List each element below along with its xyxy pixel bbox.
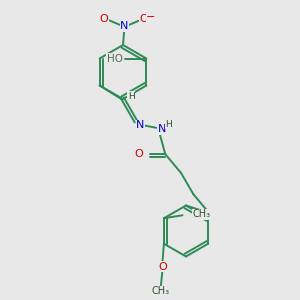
Text: N: N bbox=[120, 21, 129, 32]
Text: H: H bbox=[128, 92, 135, 100]
Text: CH₃: CH₃ bbox=[152, 286, 170, 296]
Text: O: O bbox=[158, 262, 167, 272]
Text: HO: HO bbox=[107, 53, 123, 64]
Text: O: O bbox=[140, 14, 148, 24]
Text: H: H bbox=[165, 120, 172, 129]
Text: O: O bbox=[100, 14, 109, 24]
Text: N: N bbox=[158, 124, 166, 134]
Text: −: − bbox=[146, 12, 156, 22]
Text: O: O bbox=[134, 149, 143, 159]
Text: N: N bbox=[136, 120, 145, 130]
Text: CH₃: CH₃ bbox=[192, 209, 211, 219]
